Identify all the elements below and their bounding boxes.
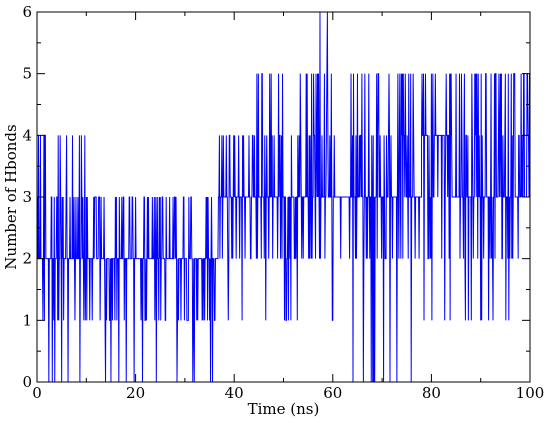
y-tick-label: 0 — [22, 373, 32, 391]
y-tick-label: 1 — [22, 311, 32, 329]
x-tick-label: 20 — [126, 384, 145, 402]
y-tick-label: 2 — [22, 250, 32, 268]
plot-frame — [36, 11, 531, 383]
hbonds-series-line — [36, 11, 531, 383]
x-axis-label: Time (ns) — [248, 400, 320, 418]
y-tick-label: 3 — [22, 188, 32, 206]
series-layer — [36, 11, 531, 383]
x-tick-label: 0 — [32, 384, 42, 402]
axis-ticks — [36, 11, 531, 383]
x-tick-label: 100 — [516, 384, 545, 402]
y-tick-label: 6 — [22, 3, 32, 21]
x-tick-label: 80 — [422, 384, 441, 402]
y-tick-label: 4 — [22, 126, 32, 144]
x-tick-label: 60 — [323, 384, 342, 402]
x-tick-label: 40 — [225, 384, 244, 402]
y-axis-label: Number of Hbonds — [2, 124, 20, 269]
y-tick-label: 5 — [22, 65, 32, 83]
x-tick-labels: 0 20 40 60 80 100 — [32, 384, 544, 402]
y-tick-labels: 0 1 2 3 4 5 6 — [22, 3, 32, 391]
